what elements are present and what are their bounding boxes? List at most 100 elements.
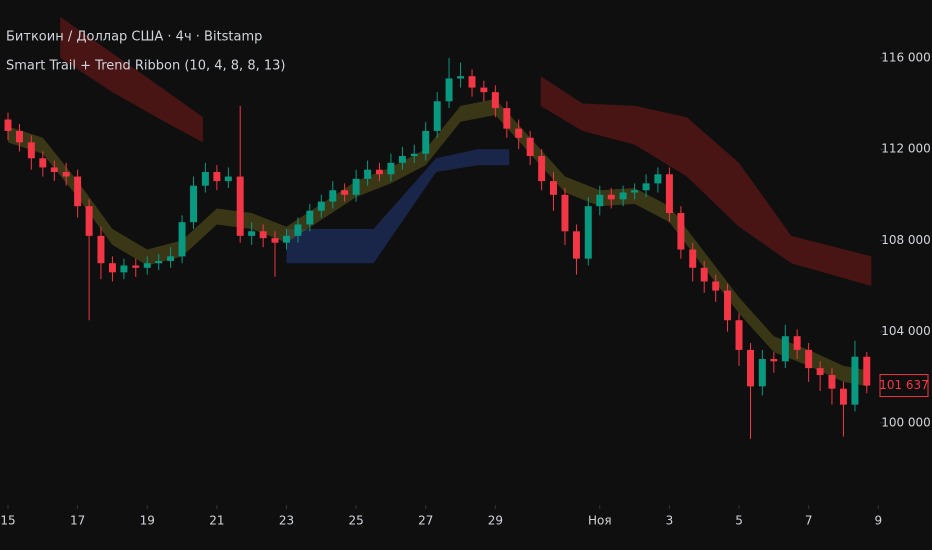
last-price-label: 101 637 xyxy=(879,378,929,392)
candle-body xyxy=(712,281,720,291)
candle-body xyxy=(422,130,430,154)
candle-body xyxy=(387,162,395,175)
candle-body xyxy=(398,156,406,163)
candle-body xyxy=(259,231,267,239)
candle-body xyxy=(700,267,708,282)
candle-body xyxy=(39,158,47,168)
candle-body xyxy=(201,171,209,186)
candle-body xyxy=(27,142,35,159)
trend-band xyxy=(286,149,510,264)
candle-body xyxy=(190,185,198,223)
candle-body xyxy=(62,171,70,177)
candle-body xyxy=(747,349,754,387)
candle-body xyxy=(828,374,836,389)
y-tick-label: 108 000 xyxy=(881,233,931,247)
candle-body xyxy=(805,349,813,369)
candle-body xyxy=(236,176,244,236)
candle-body xyxy=(758,359,766,387)
candle-body xyxy=(283,235,290,243)
candle-body xyxy=(317,201,325,211)
candle-body xyxy=(689,249,697,268)
candle-body xyxy=(248,231,256,236)
candle-body xyxy=(654,174,662,184)
candle-body xyxy=(271,238,279,243)
indicator-title: Smart Trail + Trend Ribbon (10, 4, 8, 8,… xyxy=(6,59,285,74)
candle-body xyxy=(665,174,673,214)
x-tick-label: 17 xyxy=(70,514,85,528)
candle-body xyxy=(50,167,58,172)
y-tick-label: 104 000 xyxy=(881,324,931,338)
trend-band xyxy=(540,76,872,287)
candle-body xyxy=(74,176,82,207)
candle-body xyxy=(816,368,824,375)
candle-body xyxy=(515,128,523,138)
y-tick-label: 100 000 xyxy=(881,415,931,429)
chart-title: Биткоин / Доллар США · 4ч · Bitstamp xyxy=(6,30,262,45)
x-tick-label: 29 xyxy=(488,514,503,528)
last-price-box xyxy=(879,374,929,398)
x-tick-label: 7 xyxy=(805,514,813,528)
candle-body xyxy=(16,130,23,143)
x-tick-label: 23 xyxy=(279,514,294,528)
x-tick-label: 27 xyxy=(418,514,433,528)
candle-body xyxy=(480,87,488,93)
candle-body xyxy=(410,153,418,157)
candle-body xyxy=(468,76,476,88)
candle-body xyxy=(143,263,151,268)
candle-body xyxy=(329,190,337,202)
candle-body xyxy=(433,101,441,131)
candle-body xyxy=(341,190,349,195)
x-tick-label: 9 xyxy=(874,514,882,528)
candle-body xyxy=(735,320,743,350)
x-tick-label: 19 xyxy=(140,514,155,528)
candle-body xyxy=(108,263,116,273)
candle-body xyxy=(445,78,453,102)
y-tick-label: 112 000 xyxy=(881,142,931,156)
candle-body xyxy=(550,181,557,195)
candle-body xyxy=(839,388,847,405)
y-tick-label: 116 000 xyxy=(881,50,931,64)
x-tick-label: 15 xyxy=(0,514,15,528)
candle-body xyxy=(724,290,732,321)
candle-body xyxy=(306,210,314,225)
candle-body xyxy=(561,194,569,232)
candle-body xyxy=(863,356,871,386)
candle-body xyxy=(596,194,604,207)
candle-body xyxy=(364,169,372,179)
candle-body xyxy=(294,224,302,236)
trend-band xyxy=(60,16,203,143)
candle-body xyxy=(132,265,140,268)
candle-body xyxy=(538,156,546,182)
candle-body xyxy=(642,183,650,191)
candle-body xyxy=(375,169,383,175)
candle-body xyxy=(224,176,232,182)
candle-body xyxy=(457,76,465,79)
candle-body xyxy=(526,137,534,157)
candle-body xyxy=(178,222,186,257)
candle-body xyxy=(781,336,789,362)
candle-body xyxy=(213,171,221,182)
candle-body xyxy=(155,260,163,264)
x-tick-label: 3 xyxy=(666,514,674,528)
x-tick-label: 5 xyxy=(735,514,743,528)
candle-body xyxy=(631,190,639,193)
candle-body xyxy=(85,206,93,236)
candle-body xyxy=(572,231,580,259)
candle-body xyxy=(167,256,175,261)
candle-body xyxy=(4,119,12,131)
x-tick-label: Ноя xyxy=(588,514,612,528)
candle-body xyxy=(770,359,778,362)
candle-body xyxy=(584,206,592,259)
plot xyxy=(4,16,872,439)
candle-body xyxy=(352,178,360,195)
candle-body xyxy=(120,265,128,273)
x-tick-label: 21 xyxy=(209,514,224,528)
candle-body xyxy=(851,356,859,405)
candle-body xyxy=(677,213,685,250)
candle-body xyxy=(503,108,511,129)
candle-body xyxy=(491,92,499,109)
candle-body xyxy=(607,194,615,200)
candle-body xyxy=(97,235,105,264)
